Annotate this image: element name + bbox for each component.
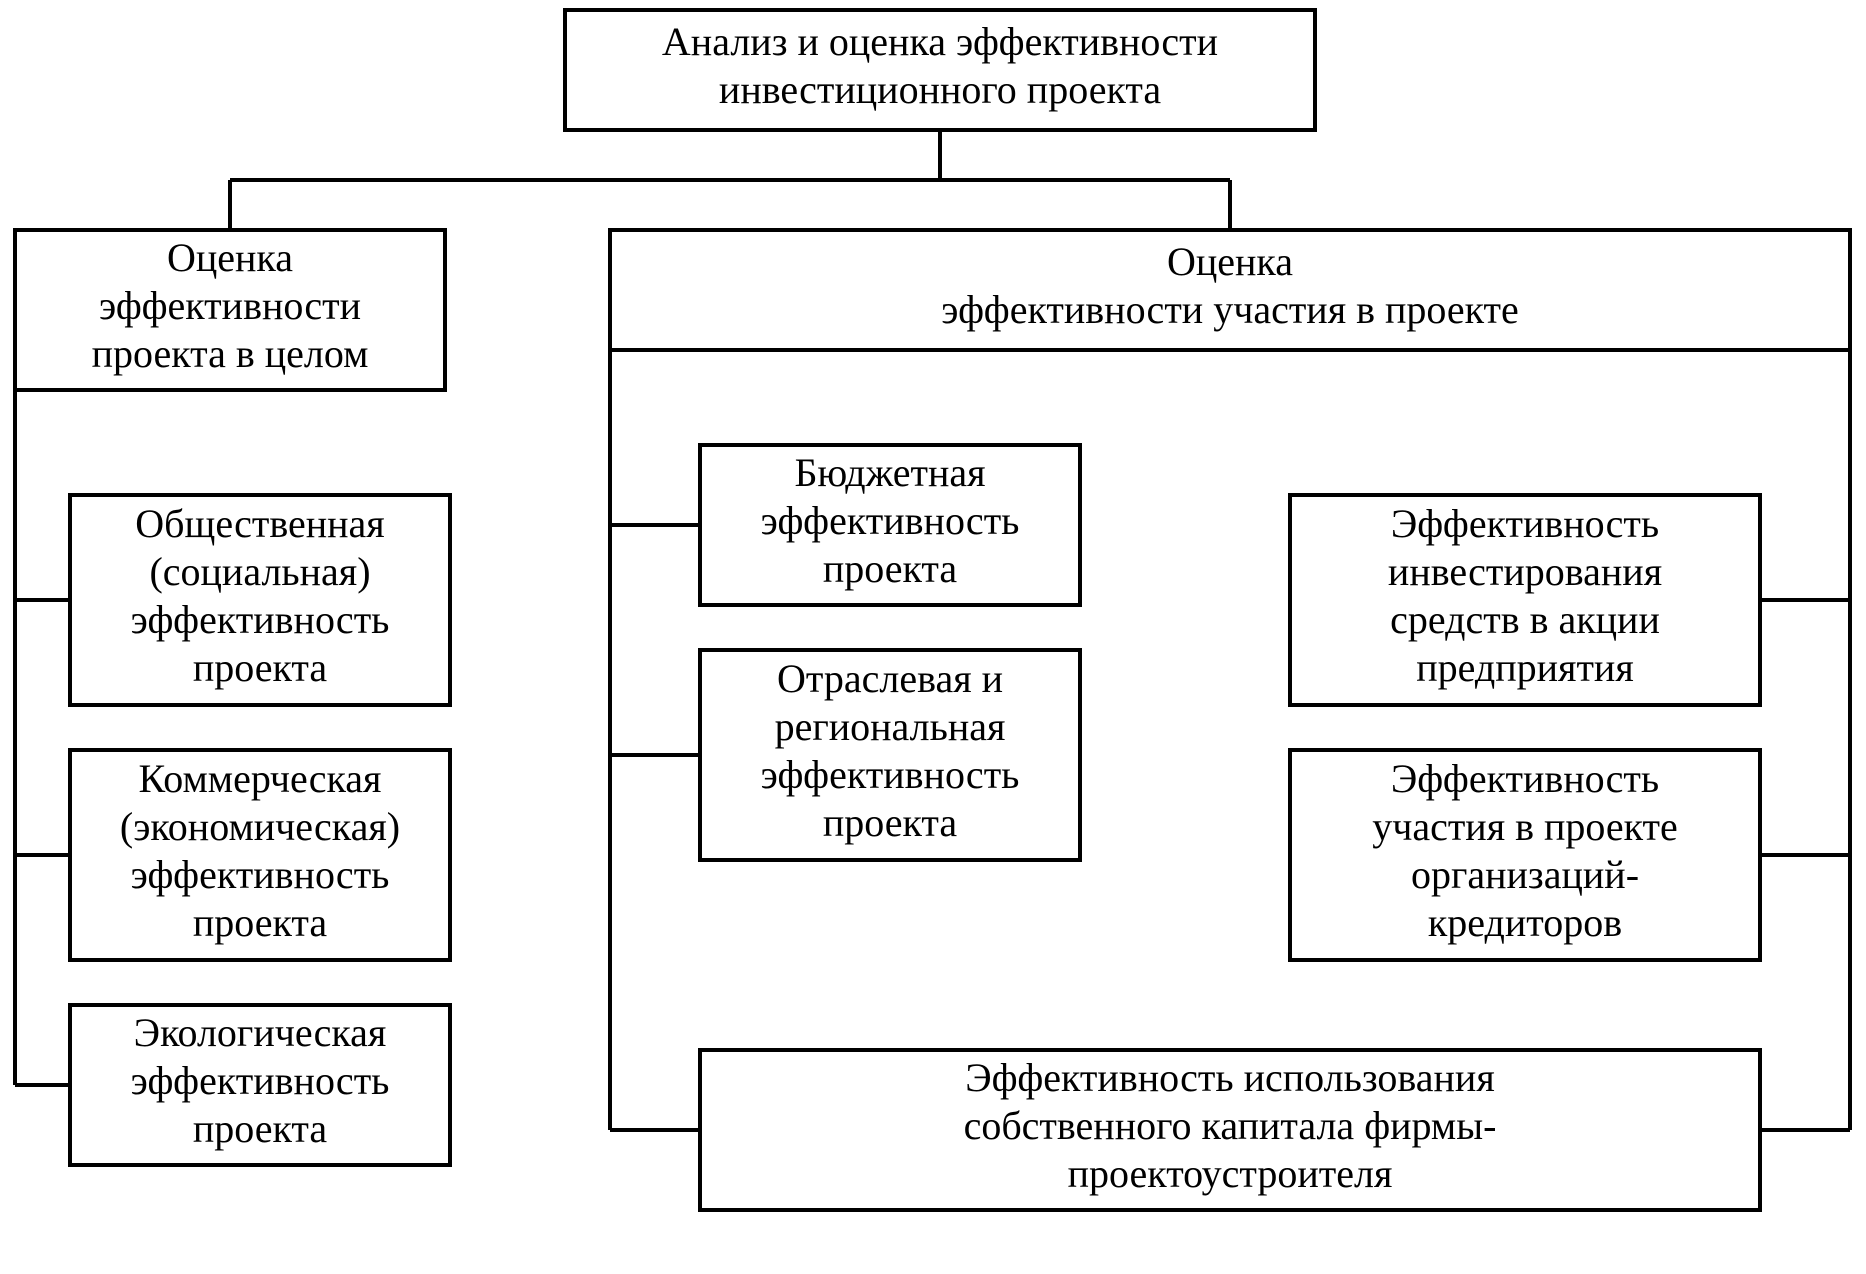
node-r5: Эффективность использованиясобственного … xyxy=(700,1050,1760,1210)
node-right-line-1: эффективности участия в проекте xyxy=(941,287,1519,332)
node-l2: Коммерческая(экономическая)эффективность… xyxy=(70,750,450,960)
node-r3-line-1: инвестирования xyxy=(1388,549,1662,594)
node-l1-line-2: эффективность xyxy=(131,597,390,642)
node-r2-line-1: региональная xyxy=(775,704,1006,749)
node-r4: Эффективностьучастия в проектеорганизаци… xyxy=(1290,750,1760,960)
node-r5-line-2: проектоустроителя xyxy=(1068,1151,1393,1196)
node-l1: Общественная(социальная)эффективностьпро… xyxy=(70,495,450,705)
node-l3-line-2: проекта xyxy=(193,1106,328,1151)
node-r5-line-0: Эффективность использования xyxy=(965,1055,1494,1100)
node-r1-line-0: Бюджетная xyxy=(794,450,985,495)
node-r1-line-2: проекта xyxy=(823,546,958,591)
node-r3-line-2: средств в акции xyxy=(1390,597,1660,642)
node-l3: Экологическаяэффективностьпроекта xyxy=(70,1005,450,1165)
node-left: Оценкаэффективностипроекта в целом xyxy=(15,230,445,390)
node-r5-line-1: собственного капитала фирмы- xyxy=(964,1103,1497,1148)
node-r2-line-3: проекта xyxy=(823,800,958,845)
node-r4-line-1: участия в проекте xyxy=(1372,804,1678,849)
node-l3-line-0: Экологическая xyxy=(134,1010,387,1055)
hierarchy-diagram: Анализ и оценка эффективностиинвестицион… xyxy=(0,0,1866,1274)
node-r3: Эффективностьинвестированиясредств в акц… xyxy=(1290,495,1760,705)
node-r3-line-3: предприятия xyxy=(1416,645,1633,690)
node-l1-line-3: проекта xyxy=(193,645,328,690)
node-r2: Отраслевая ирегиональнаяэффективностьпро… xyxy=(700,650,1080,860)
node-l3-line-1: эффективность xyxy=(131,1058,390,1103)
node-l2-line-3: проекта xyxy=(193,900,328,945)
node-left-line-1: эффективности xyxy=(99,283,361,328)
node-r1-line-1: эффективность xyxy=(761,498,1020,543)
node-r4-line-0: Эффективность xyxy=(1391,756,1659,801)
node-r2-line-2: эффективность xyxy=(761,752,1020,797)
node-root-line-1: инвестиционного проекта xyxy=(719,67,1161,112)
node-r4-line-3: кредиторов xyxy=(1428,900,1622,945)
node-l2-line-2: эффективность xyxy=(131,852,390,897)
node-l1-line-0: Общественная xyxy=(135,501,384,546)
node-right-line-0: Оценка xyxy=(1167,239,1293,284)
node-left-line-0: Оценка xyxy=(167,235,293,280)
node-left-line-2: проекта в целом xyxy=(92,331,369,376)
node-r3-line-0: Эффективность xyxy=(1391,501,1659,546)
node-l1-line-1: (социальная) xyxy=(149,549,370,594)
node-right: Оценкаэффективности участия в проекте xyxy=(610,230,1850,350)
node-l2-line-1: (экономическая) xyxy=(120,804,400,849)
node-r1: Бюджетнаяэффективностьпроекта xyxy=(700,445,1080,605)
node-l2-line-0: Коммерческая xyxy=(139,756,382,801)
node-r4-line-2: организаций- xyxy=(1411,852,1639,897)
node-root: Анализ и оценка эффективностиинвестицион… xyxy=(565,10,1315,130)
node-root-line-0: Анализ и оценка эффективности xyxy=(662,19,1218,64)
node-r2-line-0: Отраслевая и xyxy=(777,656,1003,701)
